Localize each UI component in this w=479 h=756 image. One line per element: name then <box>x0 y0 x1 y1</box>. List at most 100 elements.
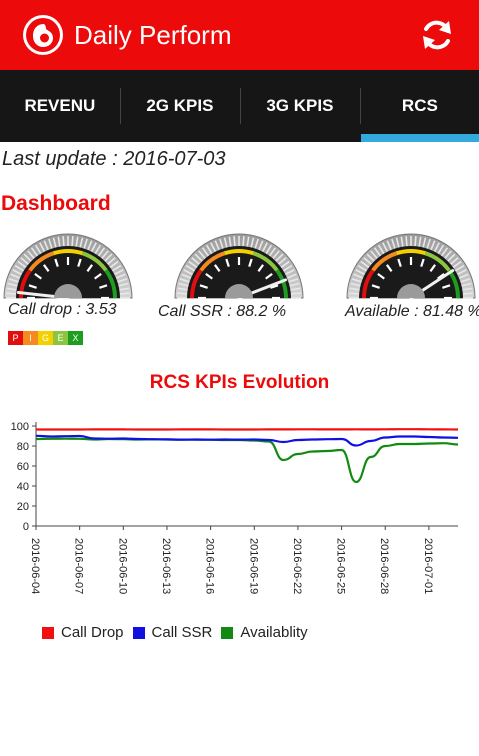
tab-rcs[interactable]: RCS <box>401 96 438 115</box>
gauge-outer-tick <box>205 244 213 255</box>
gauge-outer-tick <box>6 292 17 295</box>
gauge-outer-tick <box>288 278 299 283</box>
gauge-outer-tick <box>52 237 57 248</box>
gauge-major-tick <box>270 284 279 289</box>
gauge-major-tick <box>205 273 213 280</box>
gauge-outer-tick <box>90 242 97 253</box>
pigex-cell-g: G <box>38 331 53 345</box>
gauge-major-tick <box>225 258 230 267</box>
x-tick-label: 2016-06-28 <box>378 538 390 594</box>
tab-divider <box>360 88 361 124</box>
gauge-color-band <box>19 269 32 299</box>
active-tab-indicator <box>361 134 479 142</box>
tab-bar: REVENU 2G KPIS 3G KPIS RCS <box>0 70 479 142</box>
tab-2g-kpis[interactable]: 2G KPIS <box>146 96 214 115</box>
tab-3g-kpis[interactable]: 3G KPIS <box>266 96 334 115</box>
gauge-major-tick <box>265 273 273 280</box>
gauge-outer-tick <box>14 264 25 272</box>
gauge-outer-tick <box>177 292 188 295</box>
gauge-major-tick <box>86 264 93 272</box>
gauge-hub <box>397 284 425 298</box>
gauge-outer-tick <box>39 242 46 253</box>
x-tick-label: 2016-07-01 <box>422 538 434 594</box>
gauge-outer-tick <box>214 240 220 251</box>
legend-label: Availablity <box>240 624 308 641</box>
pigex-cell-e: E <box>53 331 68 345</box>
gauge-outer-tick <box>7 282 18 287</box>
x-tick-label: 2016-06-25 <box>335 538 347 594</box>
gauge-outer-tick <box>265 244 273 255</box>
gauge-outer-tick <box>452 260 462 269</box>
y-tick-label: 80 <box>17 441 29 453</box>
gauge-outer-tick <box>278 257 287 265</box>
gauge-outer-tick <box>377 244 385 255</box>
gauge-outer-tick <box>355 269 366 276</box>
gauge-outer-tick <box>97 247 106 257</box>
x-tick-label: 2016-06-16 <box>204 538 216 594</box>
legend-item-call-drop: Call Drop <box>42 624 124 641</box>
gauge-hub <box>54 284 82 298</box>
gauge-outer-tick <box>414 236 417 247</box>
y-tick-label: 20 <box>17 501 29 513</box>
gauge-outer-tick <box>261 242 268 253</box>
gauge-color-band <box>104 269 117 299</box>
pigex-cell-x: X <box>68 331 83 345</box>
chart-title: RCS KPIs Evolution <box>149 372 330 393</box>
gauge-outer-tick <box>349 287 360 291</box>
gauge-outer-tick <box>242 236 245 247</box>
y-tick-label: 100 <box>11 421 29 433</box>
gauge-call-drop <box>3 233 133 300</box>
legend-swatch <box>132 626 145 639</box>
gauge-outer-tick <box>366 253 375 262</box>
gauge-color-band <box>371 251 398 272</box>
gauge-outer-tick <box>447 253 456 262</box>
gauge-major-tick <box>28 284 37 289</box>
legend-swatch <box>42 626 54 639</box>
x-tick-label: 2016-06-19 <box>247 538 259 594</box>
gauge-outer-tick <box>363 257 372 265</box>
pigex-cell-i: I <box>23 331 38 345</box>
gauge-major-tick <box>77 258 82 267</box>
gauge-outer-tick <box>79 237 84 248</box>
gauge-outer-tick <box>426 238 431 249</box>
pigex-cell-p: P <box>8 331 23 345</box>
gauge-major-tick <box>437 273 445 280</box>
gauge-outer-tick <box>43 240 49 251</box>
gauge-outer-tick <box>228 236 232 247</box>
gauge-outer-tick <box>422 237 427 248</box>
gauge-major-tick <box>420 258 425 267</box>
gauge-outer-tick <box>113 269 124 276</box>
gauge-outer-tick <box>10 273 21 279</box>
tab-divider <box>120 88 121 124</box>
gauge-outer-tick <box>418 236 422 247</box>
tab-divider <box>240 88 241 124</box>
gauge-outer-tick <box>20 257 29 265</box>
top-app-bar: Daily Perform <box>0 0 479 70</box>
gauge-outer-tick <box>282 264 293 272</box>
legend-item-call-ssr: Call SSR <box>132 624 212 641</box>
gauge-color-band <box>190 269 203 299</box>
gauge-outer-tick <box>219 238 224 249</box>
gauge-major-tick <box>429 264 436 272</box>
refresh-icon[interactable] <box>418 16 456 54</box>
gauge-outer-tick <box>117 278 128 283</box>
series-line-call-ssr <box>35 434 459 447</box>
gauge-outer-tick <box>87 240 93 251</box>
gauge-major-tick <box>371 284 380 289</box>
gauge-outer-tick <box>351 278 362 283</box>
tab-revenu[interactable]: REVENU <box>24 96 96 115</box>
gauge-outer-tick <box>405 236 408 247</box>
last-update-text: Last update : 2016-07-03 <box>2 148 226 170</box>
legend-item-availability: Availablity <box>221 624 308 641</box>
gauge-label-call-drop: Call drop : 3.53 <box>8 301 117 318</box>
gauge-color-band <box>223 249 255 256</box>
gauge-outer-tick <box>27 250 35 259</box>
gauge-outer-tick <box>395 237 400 248</box>
gauge-outer-tick <box>286 273 297 279</box>
gauge-outer-tick <box>191 257 200 265</box>
gauge-outer-tick <box>83 238 88 249</box>
gauge-outer-tick <box>458 273 469 279</box>
gauge-color-band <box>395 249 427 256</box>
gauge-outer-tick <box>57 236 61 247</box>
gauge-outer-tick <box>461 282 472 287</box>
